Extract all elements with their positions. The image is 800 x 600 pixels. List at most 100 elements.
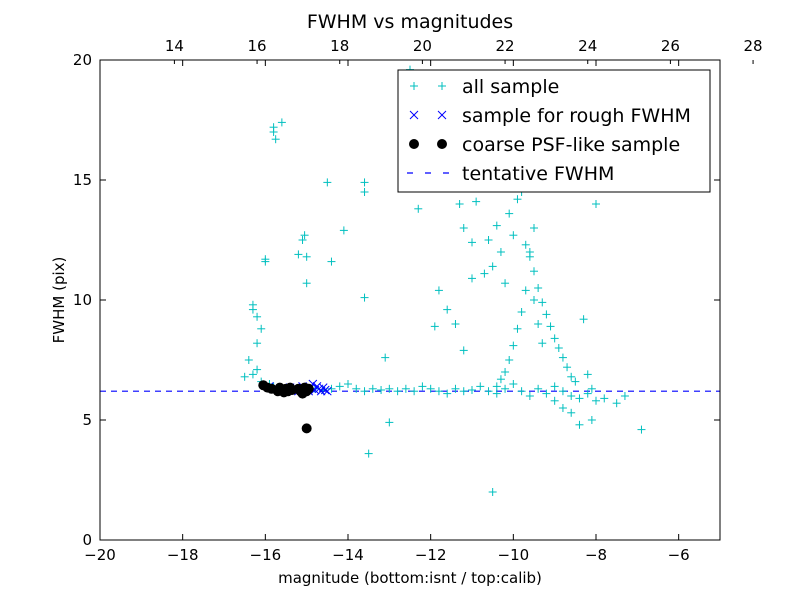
data-point [385, 384, 394, 393]
data-point [571, 377, 580, 386]
series-psf-like-sample [258, 380, 314, 434]
data-point [546, 322, 555, 331]
data-point [538, 298, 547, 307]
data-point [484, 236, 493, 244]
data-point [298, 236, 307, 244]
data-point [530, 224, 538, 232]
legend-marker [438, 82, 446, 90]
data-point [451, 384, 460, 393]
data-point [385, 418, 394, 427]
legend-label-psf-sample: coarse PSF-like sample [462, 134, 680, 156]
data-point [271, 135, 280, 144]
legend-label-all-sample: all sample [462, 76, 559, 98]
data-point [344, 380, 352, 388]
data-point [393, 387, 402, 396]
x-tick-label: −10 [498, 546, 530, 564]
data-point [538, 339, 547, 348]
data-point [587, 416, 596, 424]
data-point [501, 279, 510, 288]
data-point [488, 262, 497, 271]
data-point [530, 296, 538, 304]
data-point [550, 382, 559, 391]
top-tick-label: 22 [496, 37, 515, 55]
legend-symbol-rough-sample [409, 110, 447, 120]
data-point [517, 308, 526, 316]
data-point [364, 449, 373, 458]
data-point [381, 353, 390, 362]
axes: −20 −18 −16 −14 −12 −10 −8 −6 14 16 18 20 22 24 26 28 0 5… [73, 37, 763, 564]
data-point [488, 488, 497, 496]
data-point [240, 372, 249, 381]
y-tick-label: 0 [82, 531, 92, 549]
data-point [600, 394, 609, 403]
data-point [558, 387, 567, 396]
data-point [430, 322, 439, 331]
data-point [550, 396, 559, 405]
data-point [261, 255, 270, 264]
data-point [360, 188, 369, 196]
data-point [492, 389, 501, 398]
data-point [320, 385, 330, 395]
data-point [253, 365, 262, 374]
data-point [472, 197, 481, 206]
legend-label-tentative-fwhm: tentative FWHM [462, 163, 614, 185]
data-point [257, 324, 266, 333]
data-point [534, 284, 543, 292]
y-tick-label: 15 [73, 171, 92, 189]
data-point [534, 384, 543, 393]
data-point [476, 382, 485, 391]
data-point [253, 312, 262, 321]
data-point [468, 238, 476, 247]
data-point [558, 404, 567, 412]
plot-area [100, 65, 720, 496]
data-point [579, 315, 588, 324]
data-point [303, 383, 314, 394]
data-point [567, 392, 576, 400]
data-point [592, 396, 600, 405]
data-point [558, 353, 567, 362]
data-point [550, 334, 559, 343]
data-point [468, 386, 476, 394]
x-tick-label: −16 [250, 546, 282, 564]
legend-marker [437, 110, 447, 120]
data-point [480, 269, 489, 278]
data-point [339, 226, 348, 235]
x-tick-label: −6 [668, 546, 690, 564]
data-point [459, 224, 468, 232]
data-point [352, 384, 361, 393]
data-point [534, 320, 543, 328]
data-point [567, 408, 576, 417]
data-point [542, 389, 551, 398]
data-point [492, 382, 501, 391]
y-tick-label: 20 [73, 51, 92, 69]
data-point [322, 386, 332, 396]
data-point [401, 384, 410, 393]
data-point [327, 257, 336, 266]
data-point [455, 200, 464, 208]
data-point [575, 420, 584, 429]
legend-marker [409, 139, 419, 149]
data-point [248, 370, 257, 379]
data-point [335, 382, 344, 391]
data-point [253, 339, 262, 348]
top-tick-label: 28 [744, 37, 763, 55]
data-point [513, 195, 522, 204]
data-point [587, 384, 596, 393]
data-point [484, 387, 493, 396]
legend-marker [437, 139, 447, 149]
data-point [620, 392, 629, 400]
data-point [269, 128, 278, 136]
data-point [583, 389, 592, 398]
x-tick-label: −18 [167, 546, 199, 564]
data-point [459, 387, 468, 396]
top-tick-label: 18 [330, 37, 349, 55]
data-point [542, 310, 551, 319]
data-point [248, 305, 257, 314]
data-point [521, 240, 530, 249]
y-tick-label: 5 [82, 411, 92, 429]
data-point [492, 221, 501, 230]
data-point [612, 399, 621, 408]
x-tick-label: −20 [84, 546, 116, 564]
data-point [244, 356, 253, 364]
top-tick-label: 14 [165, 37, 184, 55]
